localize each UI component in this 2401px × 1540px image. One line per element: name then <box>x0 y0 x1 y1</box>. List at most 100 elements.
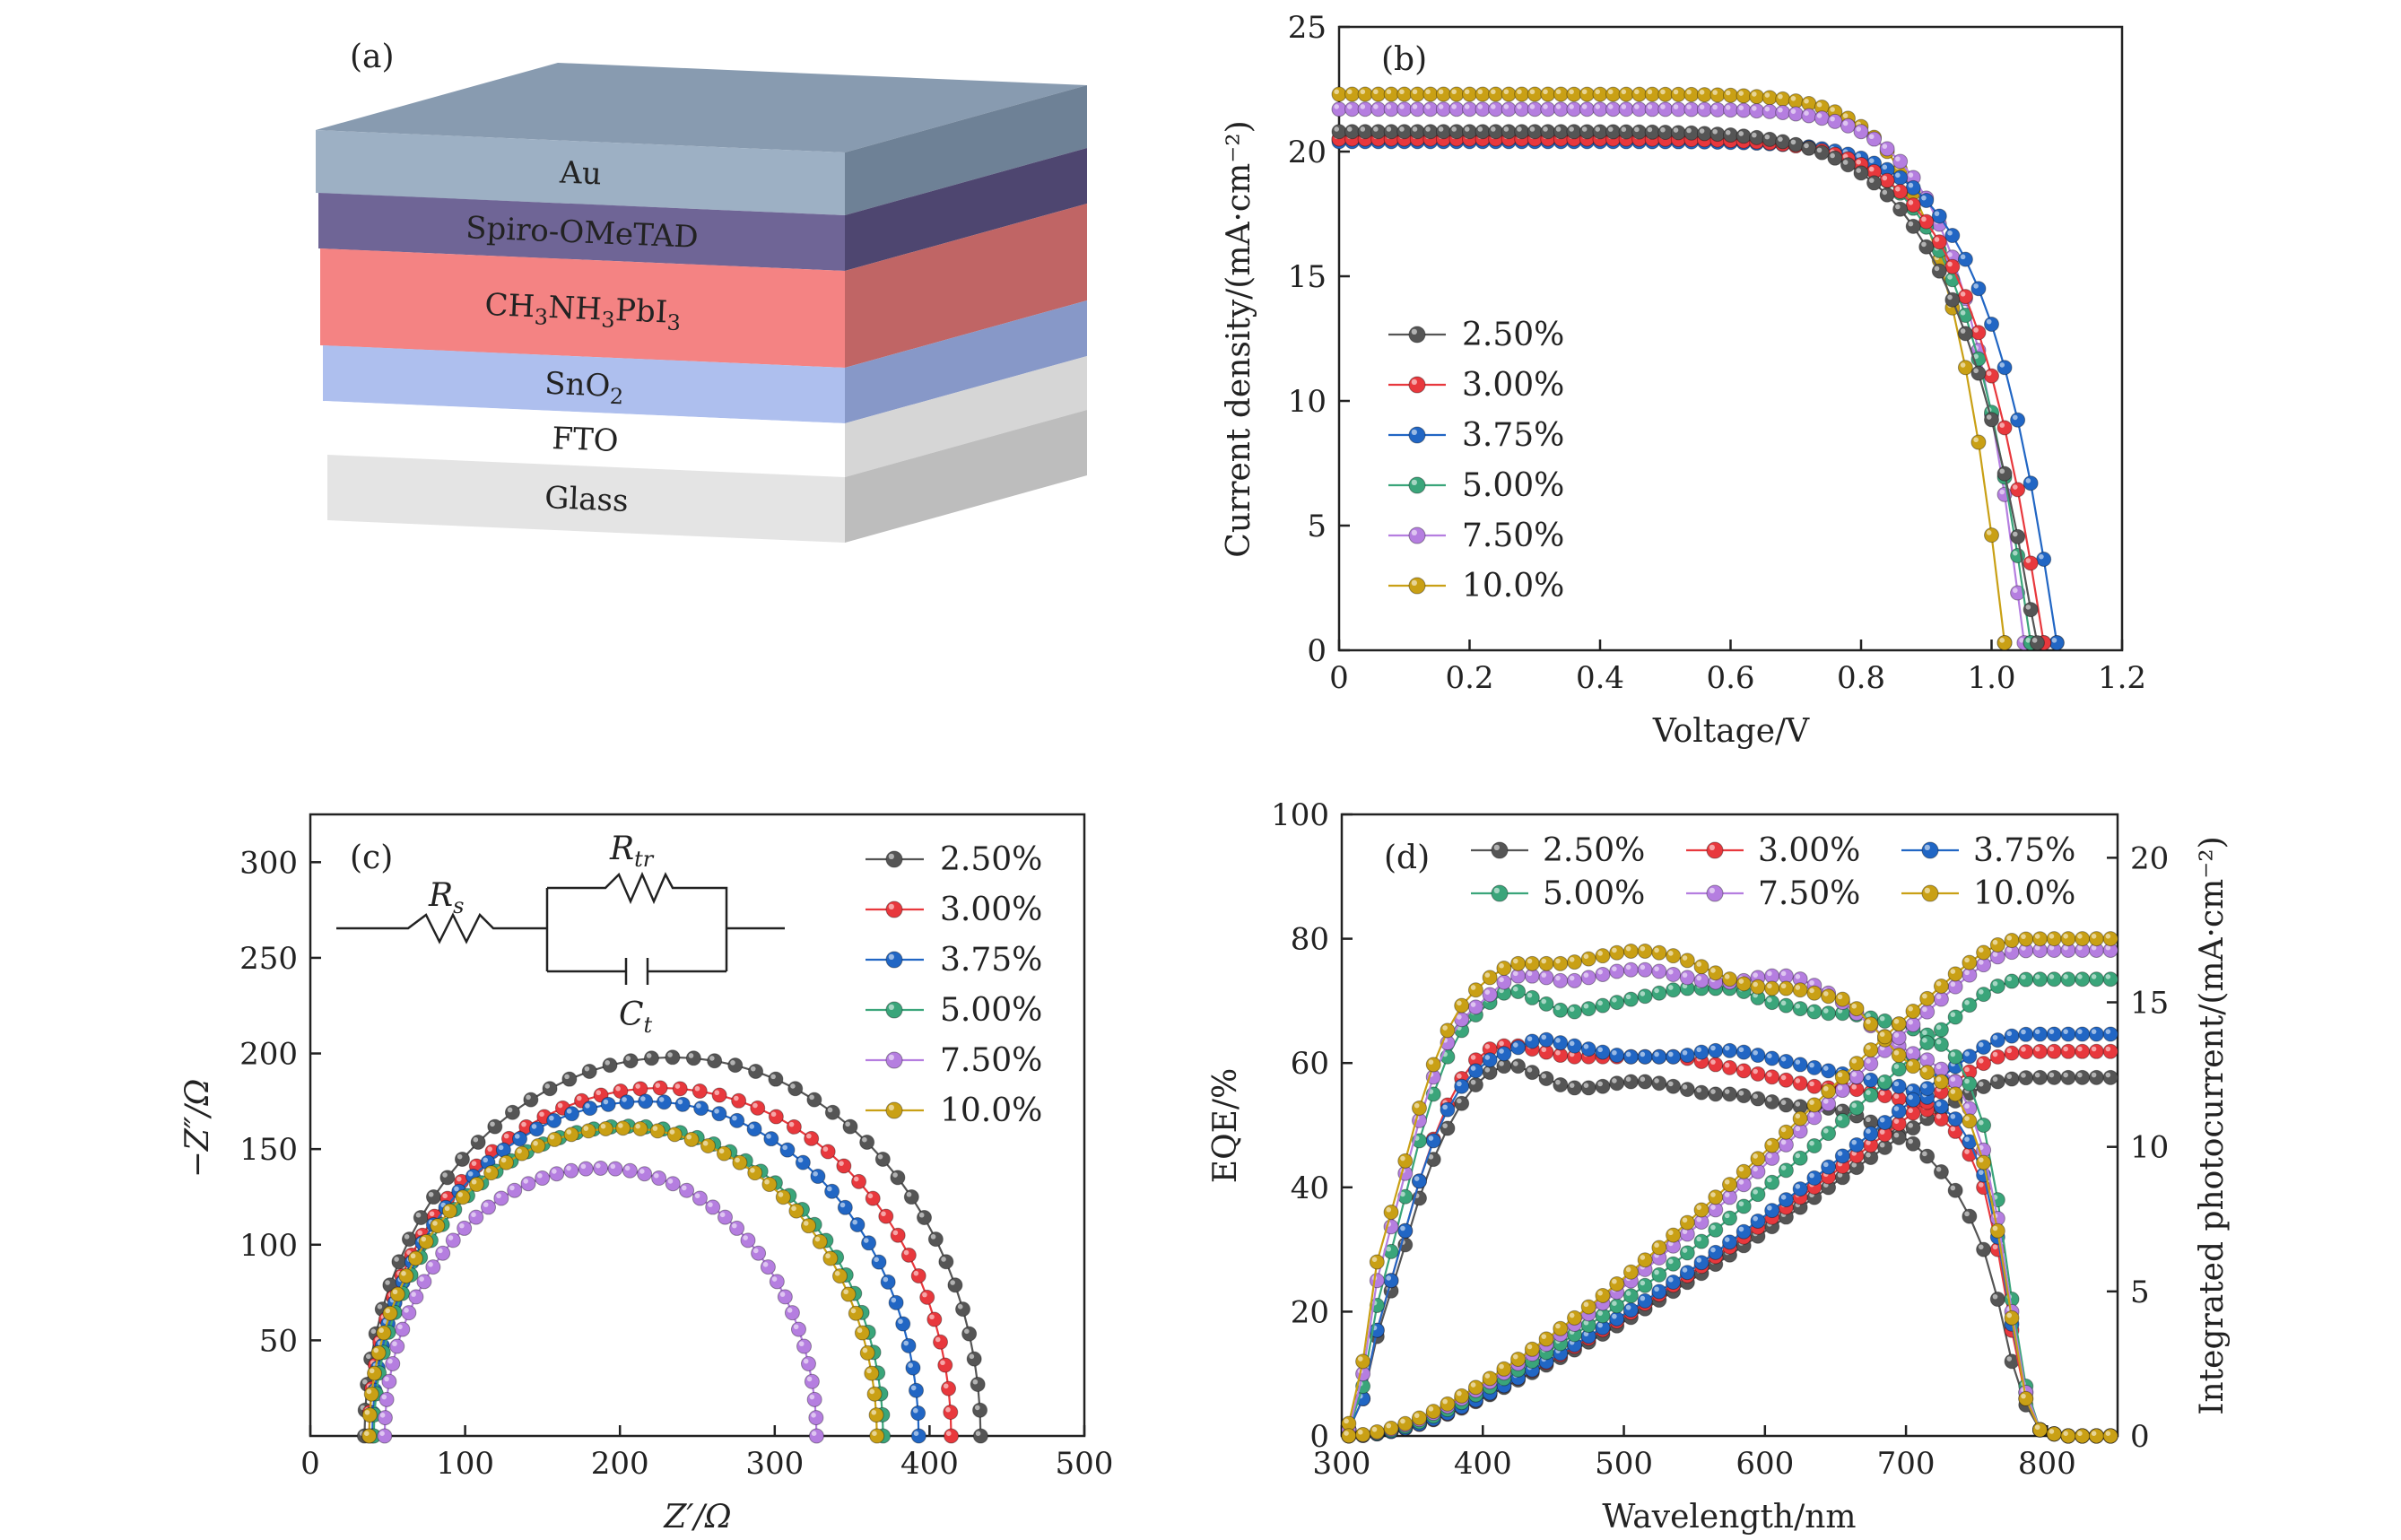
data-point <box>665 1049 681 1066</box>
data-point <box>878 1208 894 1224</box>
d-y2-tick-label: 20 <box>2130 840 2169 876</box>
b-y-tick-label: 25 <box>1288 10 1327 46</box>
data-point <box>637 1166 653 1182</box>
b-y-tick-label: 15 <box>1288 259 1327 295</box>
integrated-point <box>1651 1266 1667 1283</box>
integrated-point <box>1736 1177 1752 1193</box>
data-point <box>1579 124 1595 140</box>
data-point <box>561 1071 578 1087</box>
b-x-tick-label: 0.8 <box>1837 660 1885 696</box>
data-point <box>483 1165 500 1181</box>
c-x-tick-label: 200 <box>591 1446 649 1482</box>
data-point <box>2010 528 2026 544</box>
rs-label: Rs <box>428 877 464 918</box>
eqe-point <box>1482 1041 1498 1057</box>
data-point <box>602 1057 618 1074</box>
layer-label: Glass <box>544 480 630 519</box>
data-point <box>1918 239 1935 255</box>
data-point <box>1566 124 1582 140</box>
data-point <box>376 1325 392 1341</box>
data-point <box>1723 102 1738 118</box>
x-axis-title-b: Voltage/V <box>1652 713 1810 750</box>
data-point <box>970 1377 986 1393</box>
integrated-point <box>1764 1203 1780 1219</box>
eqe-point <box>1764 1094 1780 1110</box>
eqe-point <box>1976 1154 1992 1170</box>
data-point <box>652 1080 668 1096</box>
integrated-point <box>2046 1026 2062 1042</box>
eqe-point <box>1538 1031 1554 1048</box>
legend-label: 7.50% <box>1758 875 1860 912</box>
integrated-point <box>1863 1042 1879 1058</box>
eqe-point <box>1666 948 1682 964</box>
stack-layer-front <box>323 345 845 423</box>
data-point <box>1775 91 1791 107</box>
data-point <box>693 1101 709 1117</box>
data-point <box>910 1405 926 1422</box>
data-point <box>1644 101 1660 117</box>
legend-marker <box>1921 841 1939 859</box>
eqe-point <box>1736 1063 1752 1079</box>
data-point <box>832 1268 848 1284</box>
eqe-point <box>1595 1044 1611 1060</box>
integrated-point <box>1722 1189 1737 1205</box>
eqe-point <box>1553 1076 1569 1092</box>
b-y-tick-label: 20 <box>1288 135 1327 170</box>
data-point <box>413 1210 429 1226</box>
data-point <box>549 1166 565 1182</box>
data-point <box>1736 102 1752 118</box>
data-point <box>1931 263 1947 279</box>
data-point <box>361 1407 378 1423</box>
integrated-point <box>1891 1016 1907 1032</box>
eqe-point <box>1693 972 1709 988</box>
integrated-point <box>1722 1177 1737 1193</box>
eqe-point <box>1609 963 1625 979</box>
layer-label: FTO <box>552 421 620 459</box>
legend-marker <box>1408 426 1426 444</box>
data-point <box>1422 101 1439 117</box>
data-point <box>382 1305 398 1321</box>
data-point <box>389 1338 405 1354</box>
data-point <box>1435 101 1451 117</box>
data-point <box>454 1151 470 1167</box>
data-point <box>761 1177 778 1193</box>
data-point <box>1984 368 1999 384</box>
layer-label: Au <box>558 155 602 193</box>
data-point <box>439 1170 456 1186</box>
eqe-point <box>1834 991 1850 1007</box>
integrated-point <box>1693 1233 1709 1249</box>
panel-label-b: (b) <box>1381 41 1427 78</box>
data-point <box>1892 153 1909 170</box>
data-point <box>937 1357 953 1373</box>
data-point <box>972 1402 988 1418</box>
eqe-point <box>1947 1048 1963 1065</box>
data-point <box>1409 124 1425 140</box>
c-x-tick-label: 400 <box>900 1446 959 1482</box>
data-point <box>1592 86 1608 102</box>
eqe-point <box>1467 1076 1483 1092</box>
eqe-point <box>1778 968 1794 984</box>
data-point <box>1383 101 1399 117</box>
eqe-point <box>1806 1004 1822 1020</box>
integrated-point <box>1989 1048 2005 1065</box>
eqe-point <box>1553 972 1569 988</box>
stack-layer-side <box>845 204 1087 368</box>
data-point <box>1879 141 1895 157</box>
data-point <box>425 1189 441 1205</box>
eqe-point <box>2032 1422 2048 1438</box>
plot-frame-b <box>1337 25 2124 652</box>
data-point <box>784 1305 800 1321</box>
data-point <box>622 1162 638 1179</box>
data-point <box>864 1365 880 1381</box>
data-point <box>395 1321 411 1337</box>
integrated-point <box>1792 1110 1808 1127</box>
data-point <box>1344 101 1361 117</box>
eqe-point <box>1806 1078 1822 1094</box>
d-y-tick-label: 60 <box>1291 1046 1329 1082</box>
data-point <box>1462 124 1477 140</box>
d-x-tick-label: 700 <box>1877 1446 1936 1482</box>
integrated-point <box>1750 1187 1766 1203</box>
b-x-tick-label: 1.0 <box>1967 660 2015 696</box>
eqe-point <box>2102 1428 2118 1444</box>
integrated-point <box>2102 1069 2118 1085</box>
